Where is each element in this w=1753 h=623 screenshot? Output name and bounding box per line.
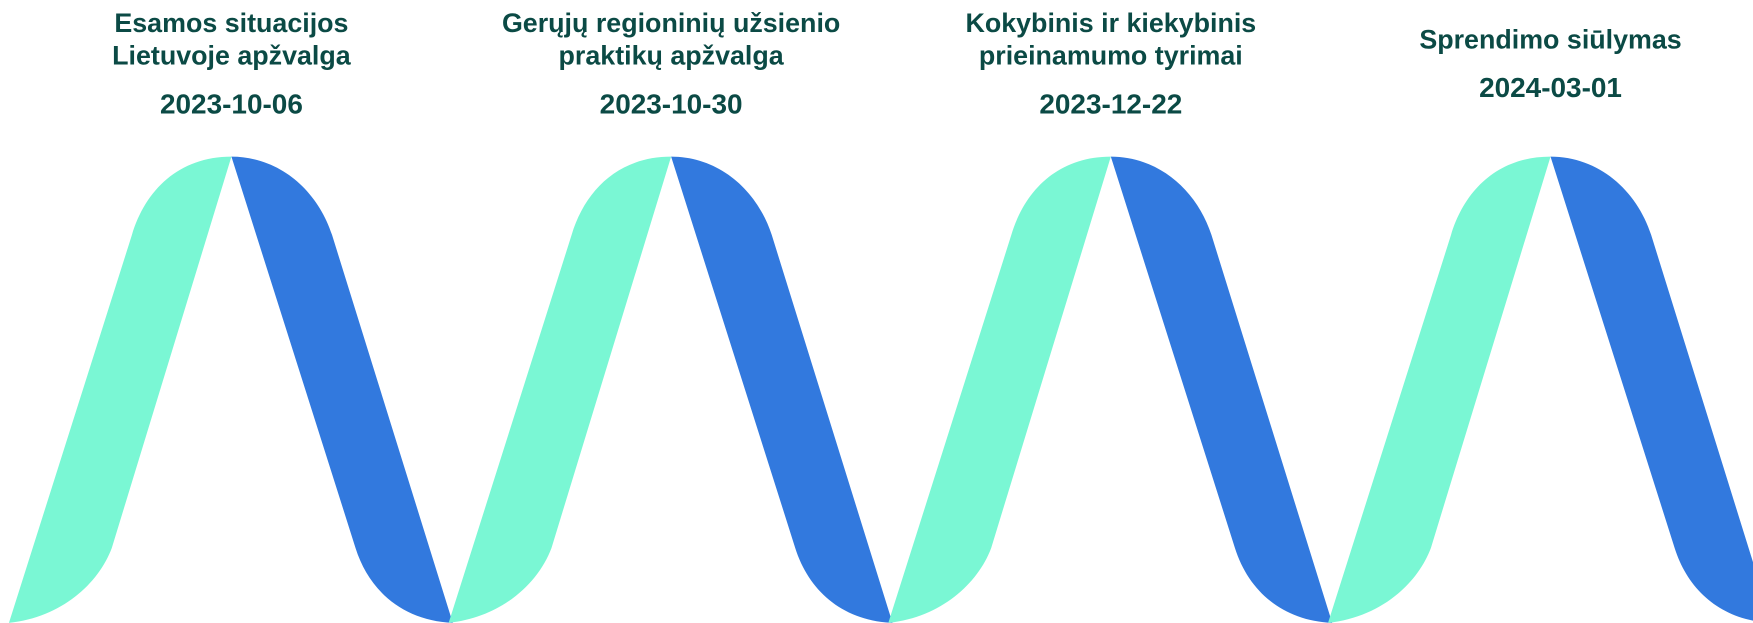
- step-date: 2023-10-06: [160, 89, 303, 120]
- step-title: Lietuvoje apžvalga: [112, 40, 352, 70]
- timeline-step: Sprendimo siūlymas 2024-03-01: [1328, 25, 1753, 623]
- wave-right: [231, 157, 452, 623]
- wave-right: [1111, 157, 1332, 623]
- step-title: prieinamumo tyrimai: [979, 40, 1243, 70]
- step-date: 2023-10-30: [600, 89, 743, 120]
- wave-right: [1551, 157, 1753, 623]
- wave-right: [671, 157, 892, 623]
- step-title: Esamos situacijos: [114, 8, 348, 38]
- wave-left: [9, 157, 231, 623]
- wave-left: [888, 157, 1110, 623]
- step-date: 2023-12-22: [1039, 89, 1182, 120]
- wave-left: [449, 157, 671, 623]
- step-title: Gerųjų regioninių užsienio: [502, 8, 840, 38]
- step-date: 2024-03-01: [1479, 72, 1622, 103]
- step-title: Sprendimo siūlymas: [1419, 25, 1681, 55]
- step-title: Kokybinis ir kiekybinis: [965, 8, 1256, 38]
- timeline: Esamos situacijosLietuvoje apžvalga 2023-…: [0, 0, 1753, 623]
- wave-left: [1328, 157, 1550, 623]
- step-title: praktikų apžvalga: [559, 40, 785, 70]
